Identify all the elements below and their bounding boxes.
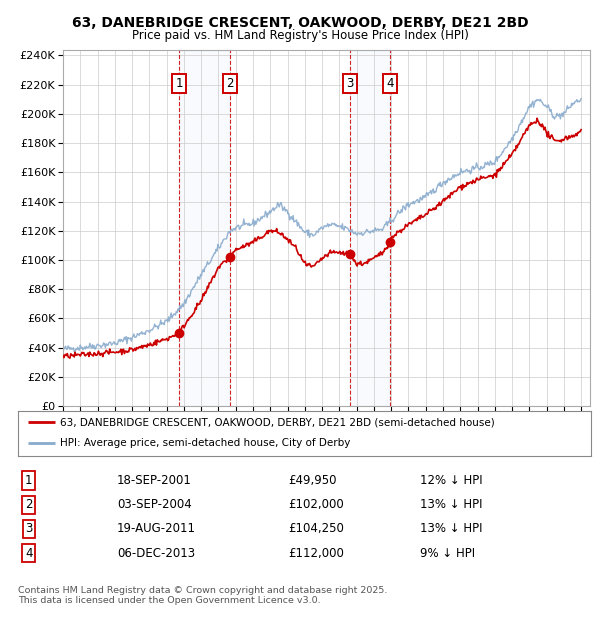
Text: Price paid vs. HM Land Registry's House Price Index (HPI): Price paid vs. HM Land Registry's House … (131, 29, 469, 42)
Text: £112,000: £112,000 (288, 547, 344, 559)
Text: 19-AUG-2011: 19-AUG-2011 (117, 523, 196, 535)
Text: 4: 4 (386, 77, 394, 90)
Text: £104,250: £104,250 (288, 523, 344, 535)
Text: 18-SEP-2001: 18-SEP-2001 (117, 474, 192, 487)
Text: HPI: Average price, semi-detached house, City of Derby: HPI: Average price, semi-detached house,… (60, 438, 350, 448)
Text: 4: 4 (25, 547, 32, 559)
Text: 13% ↓ HPI: 13% ↓ HPI (420, 498, 482, 511)
Text: 3: 3 (347, 77, 354, 90)
Text: 12% ↓ HPI: 12% ↓ HPI (420, 474, 482, 487)
Text: 63, DANEBRIDGE CRESCENT, OAKWOOD, DERBY, DE21 2BD: 63, DANEBRIDGE CRESCENT, OAKWOOD, DERBY,… (71, 16, 529, 30)
Text: £102,000: £102,000 (288, 498, 344, 511)
Text: 06-DEC-2013: 06-DEC-2013 (117, 547, 195, 559)
Text: 03-SEP-2004: 03-SEP-2004 (117, 498, 192, 511)
Text: £49,950: £49,950 (288, 474, 337, 487)
Text: 2: 2 (25, 498, 32, 511)
Text: 63, DANEBRIDGE CRESCENT, OAKWOOD, DERBY, DE21 2BD (semi-detached house): 63, DANEBRIDGE CRESCENT, OAKWOOD, DERBY,… (60, 417, 494, 427)
Bar (350, 50, 390, 406)
Text: 3: 3 (25, 523, 32, 535)
Text: Contains HM Land Registry data © Crown copyright and database right 2025.
This d: Contains HM Land Registry data © Crown c… (18, 586, 388, 605)
Text: 13% ↓ HPI: 13% ↓ HPI (420, 523, 482, 535)
Text: 1: 1 (25, 474, 32, 487)
Text: 9% ↓ HPI: 9% ↓ HPI (420, 547, 475, 559)
Bar (179, 50, 230, 406)
Text: 2: 2 (226, 77, 234, 90)
Text: 1: 1 (175, 77, 183, 90)
